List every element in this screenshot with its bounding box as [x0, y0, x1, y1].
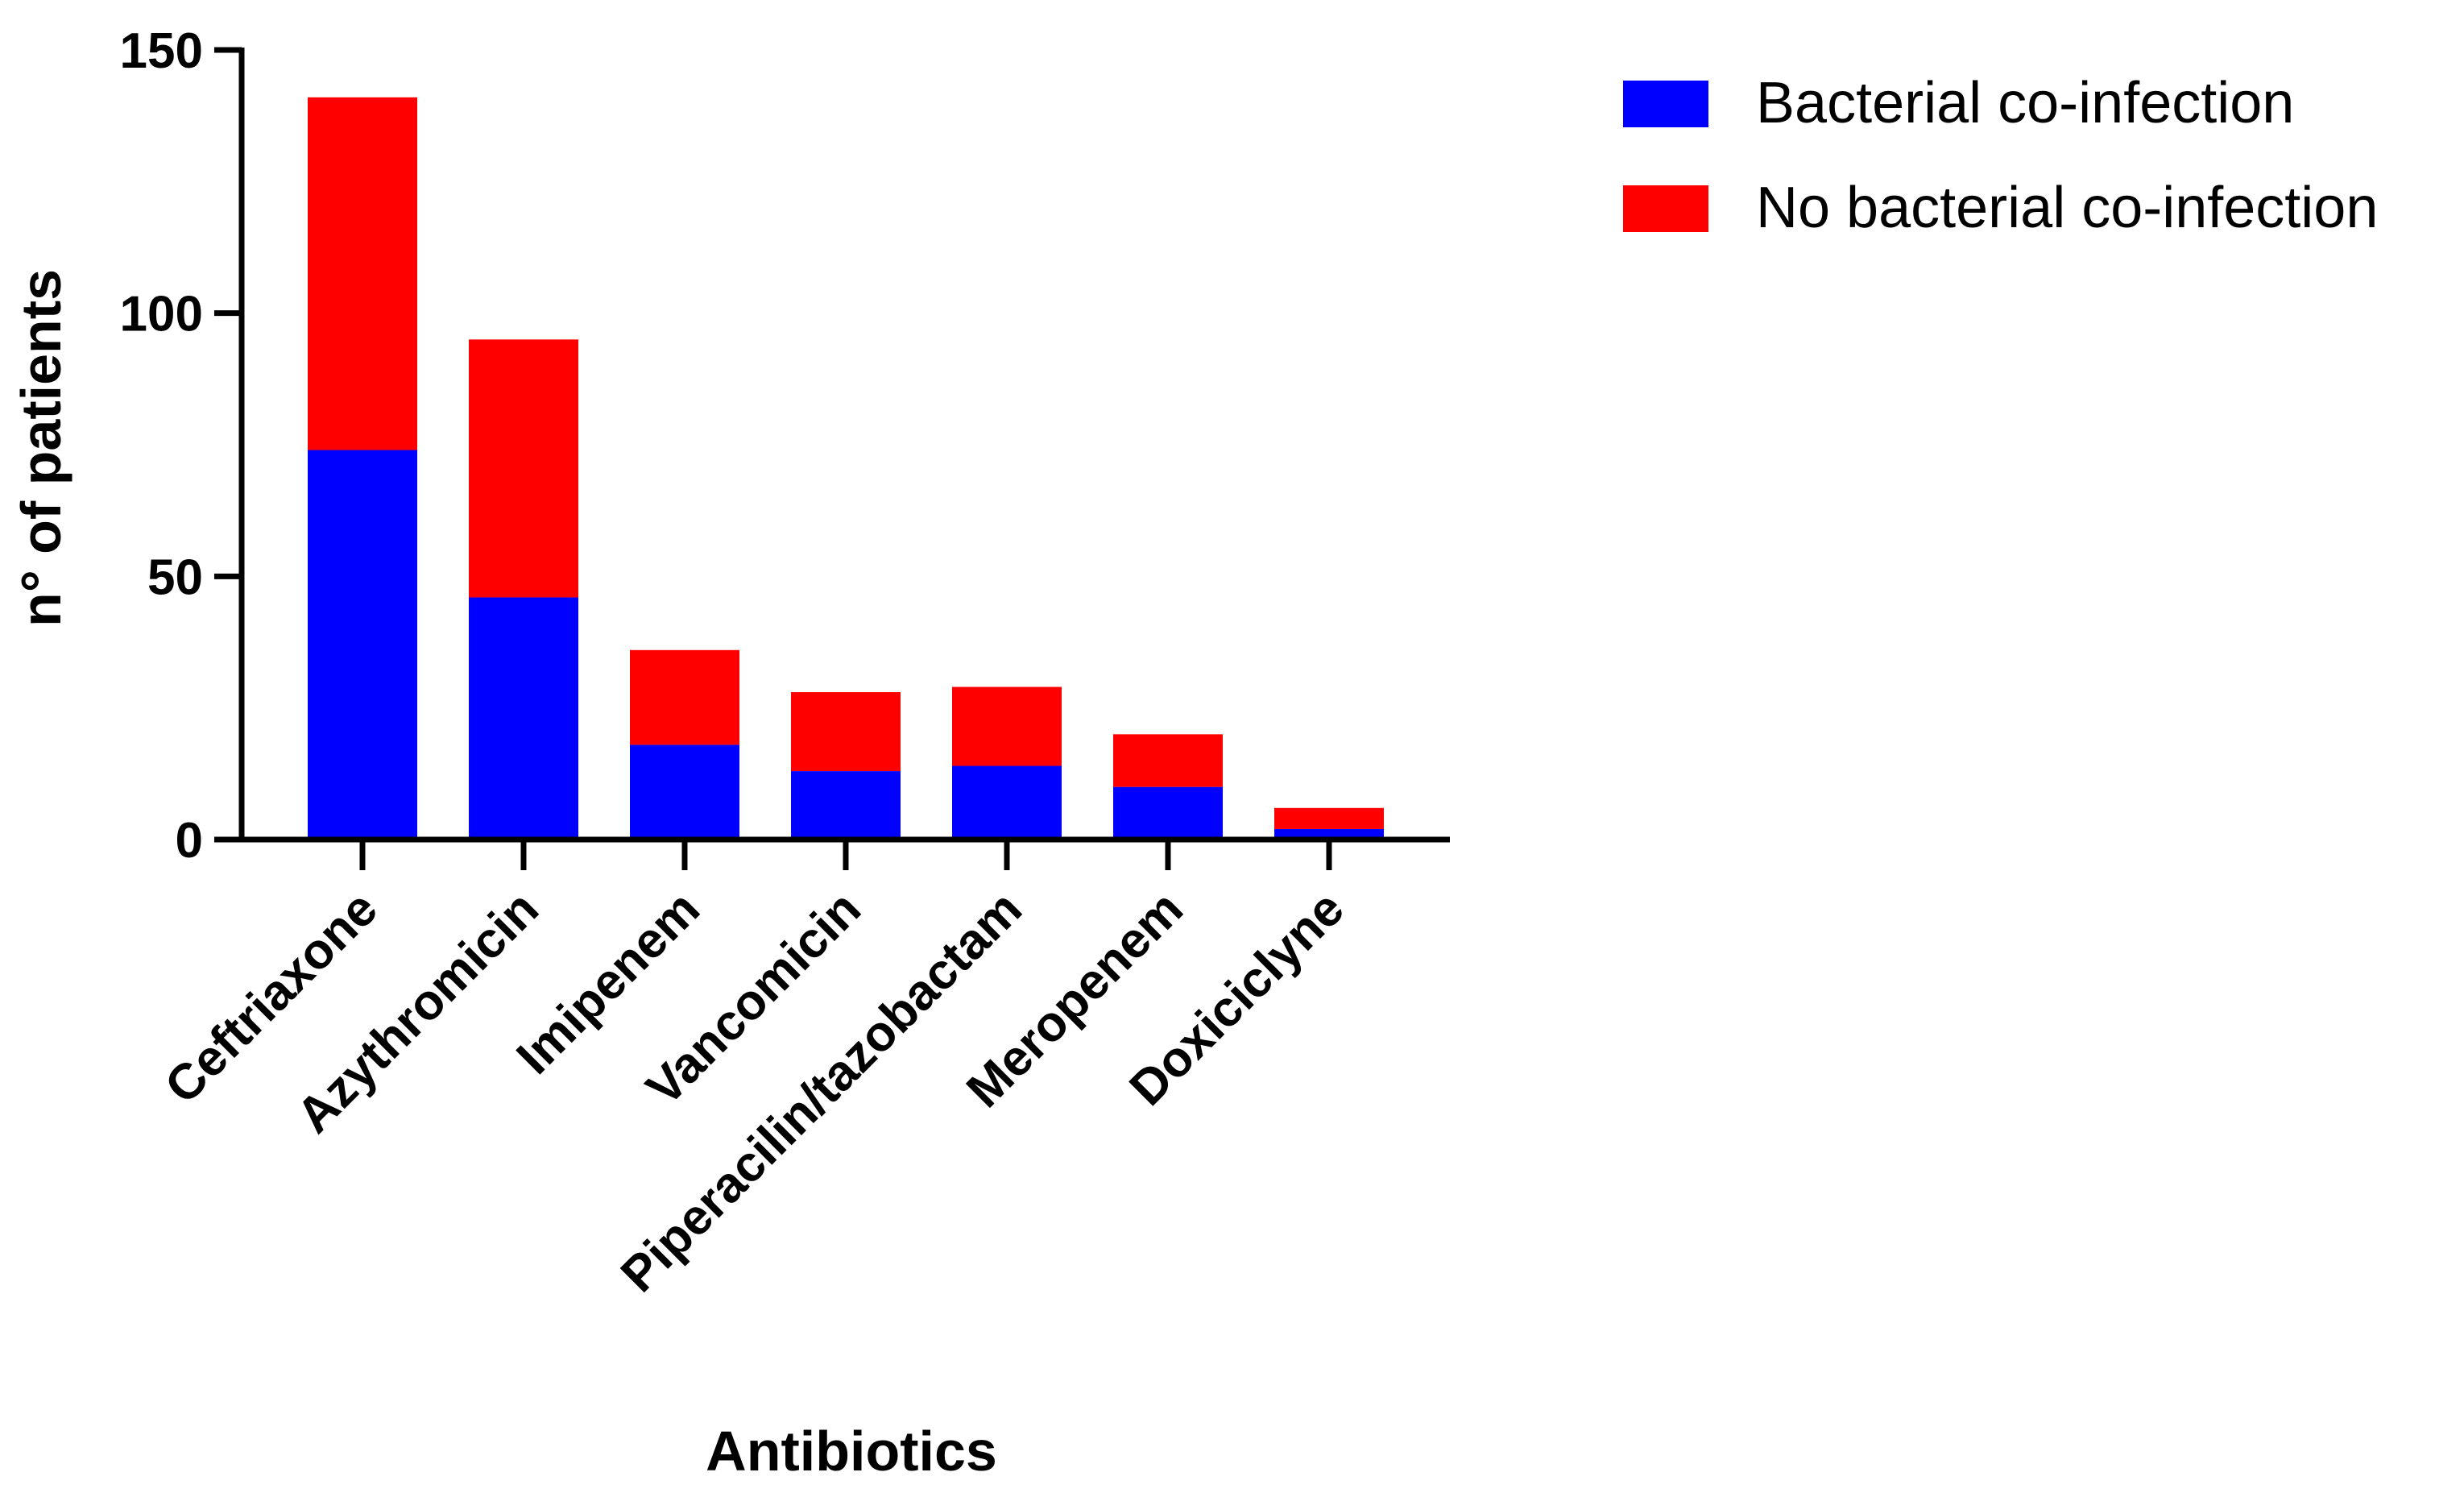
- bar-no-bacterial-co-infection: [1274, 807, 1384, 829]
- y-axis-title: n° of patients: [10, 269, 72, 627]
- bar-no-bacterial-co-infection: [1113, 734, 1223, 787]
- bar-no-bacterial-co-infection: [952, 686, 1062, 766]
- x-axis-title: Antibiotics: [706, 1420, 997, 1483]
- bar-bacterial-co-infection: [469, 597, 578, 840]
- bar-no-bacterial-co-infection: [630, 649, 739, 745]
- bar-bacterial-co-infection: [630, 744, 739, 840]
- bar-bacterial-co-infection: [791, 771, 901, 840]
- y-tick-label: 100: [120, 287, 203, 342]
- bar-bacterial-co-infection: [308, 450, 417, 840]
- bar-no-bacterial-co-infection: [308, 97, 417, 450]
- y-tick-label: 50: [147, 550, 203, 605]
- legend: Bacterial co-infection No bacterial co-in…: [1623, 71, 2378, 240]
- y-tick-label: 150: [120, 23, 203, 79]
- bar-no-bacterial-co-infection: [469, 339, 578, 598]
- bar-no-bacterial-co-infection: [791, 692, 901, 772]
- y-tick-label: 0: [176, 813, 203, 869]
- legend-label: Bacterial co-infection: [1756, 71, 2294, 135]
- bars-group: [308, 97, 1384, 840]
- x-axis: CeftriaxoneAzythromicinImipenemVancomici…: [155, 836, 1450, 1303]
- y-axis: 0 50 100 150: [120, 23, 245, 869]
- legend-label: No bacterial co-infection: [1756, 176, 2378, 240]
- bar-bacterial-co-infection: [952, 765, 1062, 840]
- legend-swatch: [1623, 81, 1708, 127]
- bar-bacterial-co-infection: [1113, 786, 1223, 840]
- legend-swatch: [1623, 185, 1708, 232]
